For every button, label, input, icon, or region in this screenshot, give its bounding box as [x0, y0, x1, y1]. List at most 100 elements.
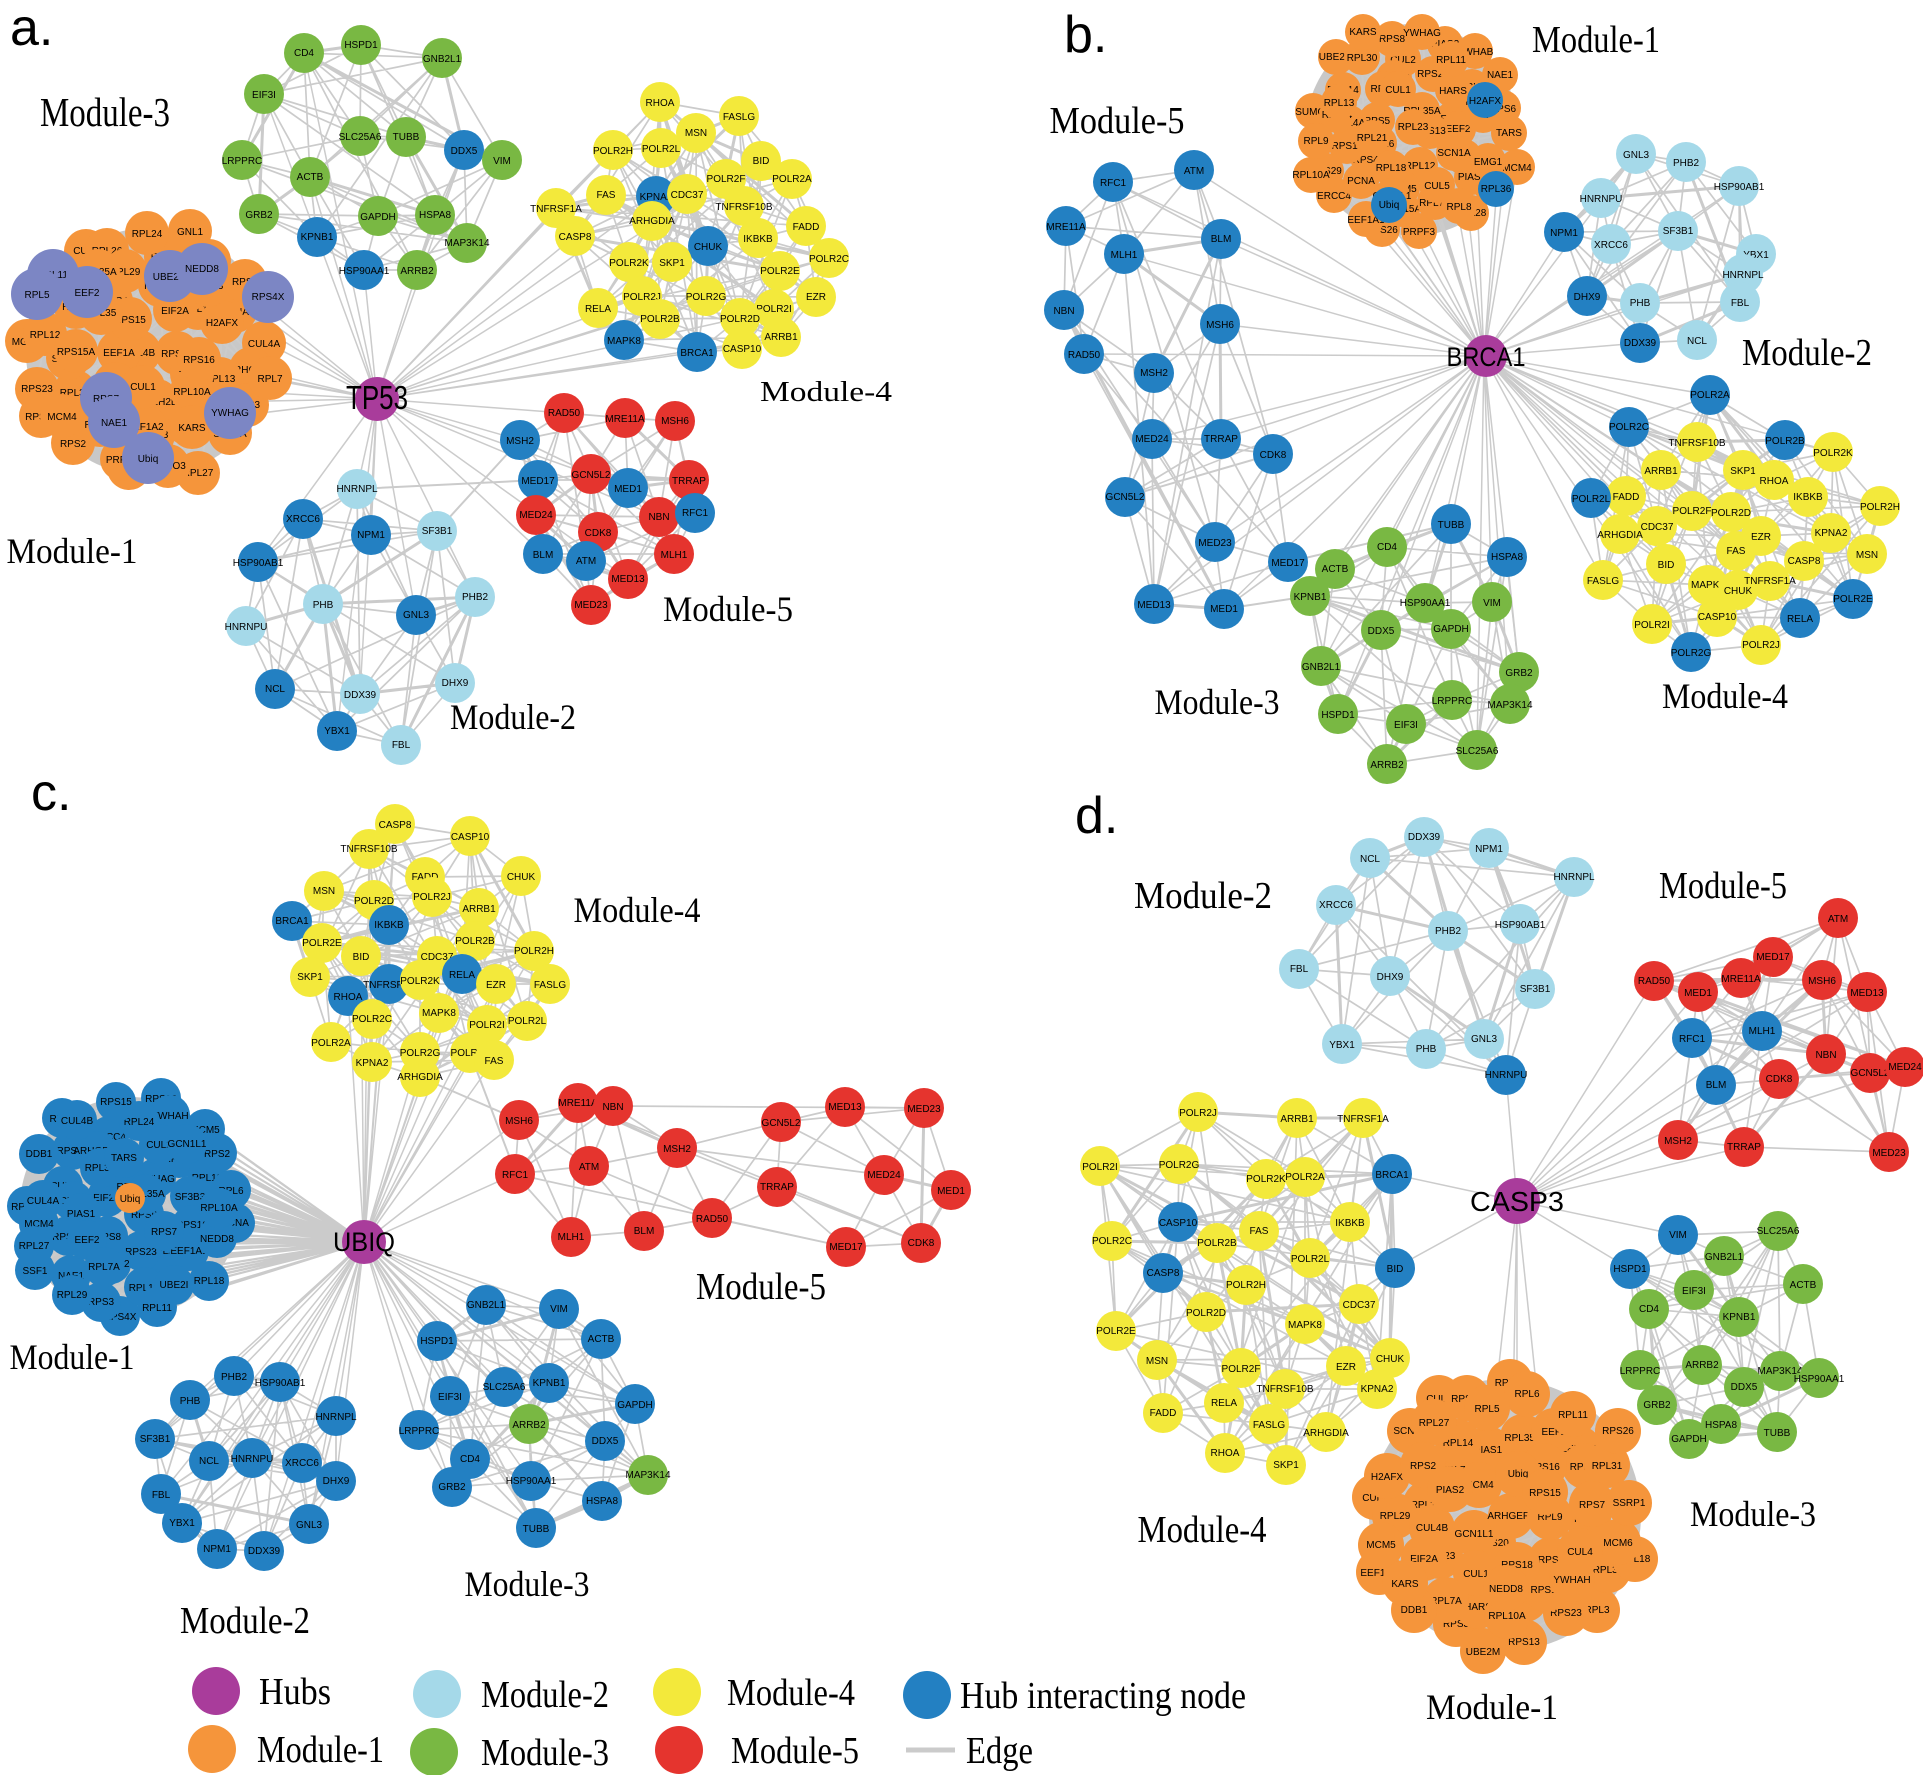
- svg-text:SLC25A6: SLC25A6: [483, 1382, 526, 1393]
- svg-text:ARRB2: ARRB2: [400, 266, 434, 277]
- svg-text:POLR2J: POLR2J: [623, 292, 661, 303]
- svg-text:YWHAG: YWHAG: [1403, 28, 1441, 39]
- svg-text:MLH1: MLH1: [1111, 250, 1138, 261]
- svg-text:TNFRSF1A: TNFRSF1A: [1337, 1114, 1389, 1125]
- svg-text:GNL3: GNL3: [1623, 150, 1650, 161]
- svg-text:BLM: BLM: [1706, 1080, 1727, 1091]
- svg-text:MED17: MED17: [1271, 558, 1305, 569]
- svg-text:RELA: RELA: [1211, 1398, 1237, 1409]
- svg-text:RPL7: RPL7: [257, 374, 282, 385]
- svg-text:HSP90AB1: HSP90AB1: [1495, 920, 1546, 931]
- svg-text:RPL13: RPL13: [192, 1173, 223, 1184]
- svg-text:HARS: HARS: [1464, 1602, 1492, 1613]
- svg-text:VIM: VIM: [493, 156, 511, 167]
- svg-text:MSH6: MSH6: [1808, 976, 1836, 987]
- svg-text:MCM4: MCM4: [1464, 1480, 1494, 1491]
- svg-text:Module-3: Module-3: [1690, 1494, 1816, 1534]
- svg-text:RPL24: RPL24: [132, 229, 163, 240]
- svg-text:TRRAP: TRRAP: [1727, 1142, 1761, 1153]
- svg-text:a.: a.: [10, 0, 53, 57]
- svg-text:HSP90AA1: HSP90AA1: [1794, 1374, 1845, 1385]
- svg-text:POLR2A: POLR2A: [311, 1038, 351, 1049]
- svg-text:CDC37: CDC37: [1343, 1300, 1376, 1311]
- svg-text:HNRNPL: HNRNPL: [315, 1412, 357, 1423]
- svg-text:GNB2L1: GNB2L1: [1302, 662, 1341, 673]
- svg-text:RPL29: RPL29: [57, 1290, 88, 1301]
- svg-text:RPL26: RPL26: [149, 1246, 180, 1257]
- svg-text:TUBB: TUBB: [393, 132, 420, 143]
- svg-text:EEF1A1: EEF1A1: [1347, 215, 1385, 226]
- svg-text:MED24: MED24: [1888, 1062, 1922, 1073]
- svg-text:RPL5: RPL5: [1474, 1404, 1499, 1415]
- svg-text:ATM: ATM: [1184, 166, 1204, 177]
- svg-text:CUL4: CUL4: [1567, 1547, 1593, 1558]
- svg-text:MLH1: MLH1: [661, 550, 688, 561]
- svg-text:CD4: CD4: [1377, 542, 1397, 553]
- svg-text:NPM1: NPM1: [1475, 844, 1503, 855]
- svg-text:FAS: FAS: [597, 190, 616, 201]
- svg-text:RPS15: RPS15: [114, 315, 146, 326]
- svg-text:UBE2I: UBE2I: [160, 1280, 189, 1291]
- svg-text:MSH2: MSH2: [663, 1144, 691, 1155]
- svg-text:PHB: PHB: [1630, 298, 1651, 309]
- svg-text:RPL7A: RPL7A: [1419, 198, 1451, 209]
- svg-text:KPNB1: KPNB1: [533, 1378, 566, 1389]
- svg-text:ARRB1: ARRB1: [1644, 466, 1678, 477]
- svg-text:CASP8: CASP8: [379, 820, 412, 831]
- svg-text:FADD: FADD: [1613, 492, 1640, 503]
- svg-text:UBE2M: UBE2M: [1319, 52, 1353, 63]
- svg-text:RPS3: RPS3: [88, 1297, 115, 1308]
- svg-text:EIF3I: EIF3I: [1682, 1286, 1706, 1297]
- svg-text:RPS11: RPS11: [57, 1146, 88, 1157]
- svg-text:POLR2G: POLR2G: [686, 292, 727, 303]
- svg-text:TRRAP: TRRAP: [760, 1182, 794, 1193]
- svg-text:ACTB: ACTB: [588, 1334, 615, 1345]
- svg-text:MSH2: MSH2: [1140, 368, 1168, 379]
- svg-text:FASLG: FASLG: [723, 112, 755, 123]
- svg-text:RPS2: RPS2: [1410, 1461, 1437, 1472]
- svg-text:RPL7A: RPL7A: [1430, 1596, 1462, 1607]
- svg-text:FBL: FBL: [1731, 298, 1750, 309]
- svg-text:RPL9: RPL9: [1303, 136, 1328, 147]
- svg-text:ARRB1: ARRB1: [764, 332, 798, 343]
- svg-text:TUBB: TUBB: [1438, 520, 1465, 531]
- svg-text:RPL30: RPL30: [60, 388, 91, 399]
- svg-text:MAPK8: MAPK8: [607, 336, 641, 347]
- svg-text:RPL13: RPL13: [1324, 98, 1355, 109]
- svg-text:TRRAP: TRRAP: [1204, 434, 1238, 445]
- svg-text:HSP90AB1: HSP90AB1: [255, 1378, 306, 1389]
- svg-text:YBX1: YBX1: [1743, 250, 1769, 261]
- svg-text:POLR2E: POLR2E: [1833, 594, 1873, 605]
- svg-text:Module-3: Module-3: [481, 1732, 609, 1774]
- svg-text:FBL: FBL: [152, 1490, 171, 1501]
- svg-text:Module-1: Module-1: [1426, 1687, 1558, 1727]
- svg-text:IKBKB: IKBKB: [1335, 1218, 1365, 1229]
- svg-text:MED1: MED1: [1210, 604, 1238, 615]
- svg-text:FADD: FADD: [793, 222, 820, 233]
- svg-text:POLR2B: POLR2B: [1197, 1238, 1237, 1249]
- svg-text:RPS13: RPS13: [1508, 1637, 1540, 1648]
- svg-text:POLR2L: POLR2L: [642, 144, 681, 155]
- svg-text:HNRNPU: HNRNPU: [1485, 1070, 1528, 1081]
- svg-text:EEF2: EEF2: [74, 1235, 99, 1246]
- svg-text:RAD50: RAD50: [1638, 976, 1671, 987]
- svg-text:POLR2E: POLR2E: [1096, 1326, 1136, 1337]
- svg-text:FAS: FAS: [1250, 1226, 1269, 1237]
- svg-text:HARS: HARS: [1439, 86, 1467, 97]
- svg-text:EZR: EZR: [486, 980, 506, 991]
- svg-text:Hub interacting node: Hub interacting node: [960, 1675, 1246, 1717]
- svg-text:NEDD8: NEDD8: [200, 1234, 234, 1245]
- svg-text:RPS18: RPS18: [1501, 1560, 1533, 1571]
- svg-text:CASP10: CASP10: [723, 344, 762, 355]
- svg-text:HSPD1: HSPD1: [1321, 710, 1355, 721]
- svg-text:MRE11A: MRE11A: [605, 414, 645, 425]
- svg-text:POLR2C: POLR2C: [1609, 422, 1649, 433]
- svg-text:SKP1: SKP1: [1273, 1460, 1299, 1471]
- svg-text:DHX9: DHX9: [1574, 292, 1601, 303]
- svg-text:CASP10: CASP10: [1159, 1218, 1198, 1229]
- svg-text:DDX5: DDX5: [592, 1436, 619, 1447]
- svg-text:ARRB2: ARRB2: [1370, 760, 1404, 771]
- svg-text:PIAS1: PIAS1: [1474, 1445, 1503, 1456]
- svg-text:NPM1: NPM1: [357, 530, 385, 541]
- svg-text:Ubiq: Ubiq: [1379, 200, 1400, 211]
